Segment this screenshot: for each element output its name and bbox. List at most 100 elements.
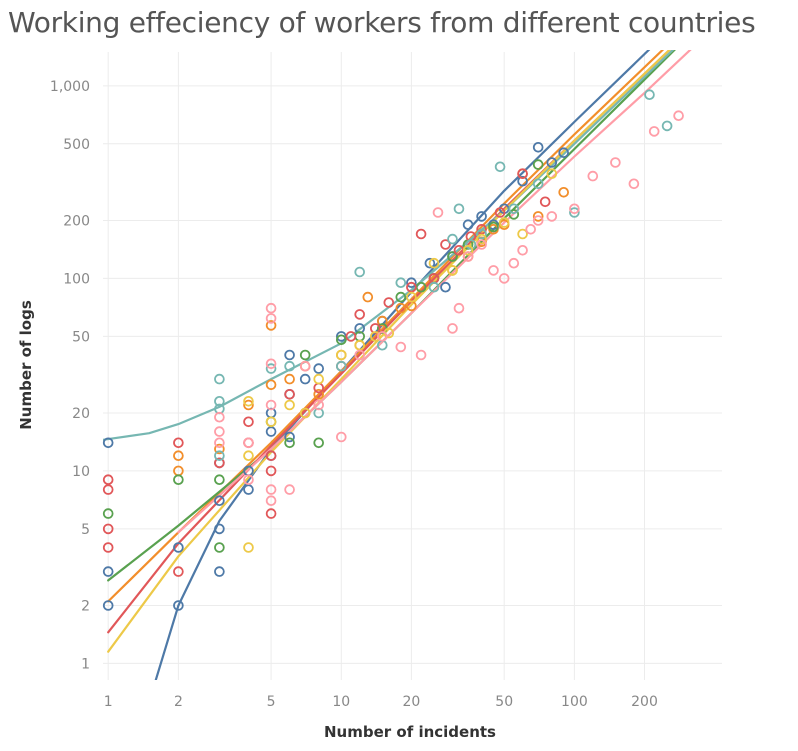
data-point <box>558 187 569 198</box>
data-point <box>354 309 366 320</box>
data-point <box>508 203 520 215</box>
data-point <box>265 302 277 314</box>
tick-labels: 1 2 5 10 20 50 100 200 1 2 5 10 20 50 100 200 500 1,000 <box>50 79 658 710</box>
data-point <box>214 474 225 486</box>
data-point <box>313 382 325 394</box>
data-point <box>335 349 347 361</box>
data-points <box>102 89 684 611</box>
x-tick-label: 200 <box>631 694 658 710</box>
x-tick-label: 100 <box>561 694 588 710</box>
data-point <box>354 349 366 361</box>
data-point <box>354 339 366 351</box>
data-point <box>661 120 673 132</box>
data-point <box>494 161 506 173</box>
y-tick-label: 10 <box>72 464 90 480</box>
x-tick-label: 2 <box>174 694 183 710</box>
data-point <box>265 416 277 428</box>
data-point <box>453 302 465 314</box>
data-point <box>265 484 277 495</box>
data-point <box>465 239 477 250</box>
data-point <box>354 266 366 278</box>
data-point <box>265 320 277 331</box>
data-point <box>532 211 544 222</box>
data-point <box>539 196 551 208</box>
data-point <box>406 291 417 303</box>
data-point <box>569 207 580 218</box>
data-point <box>546 168 558 180</box>
data-point <box>243 399 254 411</box>
data-point <box>284 437 295 449</box>
y-tick-label: 2 <box>81 599 90 615</box>
data-point <box>440 281 451 293</box>
data-point <box>395 302 407 314</box>
data-point <box>447 251 458 262</box>
data-point <box>569 203 580 215</box>
data-point <box>284 388 295 400</box>
y-tick-label: 5 <box>81 522 90 538</box>
data-point <box>214 437 225 449</box>
x-tick-label: 10 <box>332 694 350 710</box>
data-point <box>517 245 528 256</box>
data-point <box>415 281 427 293</box>
y-tick-label: 1,000 <box>50 79 90 95</box>
data-point <box>214 443 225 455</box>
data-point <box>243 395 254 407</box>
data-point <box>102 474 114 486</box>
data-point <box>462 219 474 231</box>
data-point <box>488 221 499 233</box>
data-point <box>214 411 225 423</box>
data-point <box>406 281 417 293</box>
data-point <box>587 170 599 182</box>
data-point <box>265 313 277 324</box>
data-point <box>313 363 325 374</box>
data-point <box>284 399 295 411</box>
data-point <box>546 157 558 168</box>
data-point <box>494 207 506 218</box>
data-point <box>313 437 325 449</box>
y-tick-label: 500 <box>63 137 90 153</box>
data-point <box>476 224 487 235</box>
data-point <box>265 450 277 462</box>
data-point <box>214 566 225 577</box>
data-point <box>383 297 395 308</box>
data-point <box>102 542 114 553</box>
data-point <box>299 360 311 372</box>
data-point <box>265 465 277 477</box>
data-point <box>610 157 621 168</box>
data-point <box>345 331 357 342</box>
data-point <box>243 437 254 449</box>
data-point <box>214 450 225 462</box>
data-point <box>447 233 458 245</box>
y-tick-label: 100 <box>63 271 90 287</box>
data-point <box>265 358 277 370</box>
data-point <box>428 257 440 269</box>
data-point <box>432 207 444 218</box>
data-point <box>462 251 474 262</box>
data-point <box>299 373 311 385</box>
data-point <box>243 484 254 495</box>
x-tick-label: 1 <box>104 694 113 710</box>
data-point <box>102 484 114 495</box>
data-point <box>284 360 295 372</box>
data-point <box>532 159 544 170</box>
data-point <box>476 228 487 240</box>
data-point <box>284 349 295 361</box>
data-point <box>335 334 347 346</box>
data-point <box>476 239 487 250</box>
y-tick-label: 200 <box>63 214 90 230</box>
data-point <box>406 277 417 289</box>
data-point <box>214 426 225 437</box>
data-point <box>243 542 254 553</box>
data-point <box>299 349 311 361</box>
data-point <box>313 388 325 400</box>
data-point <box>369 331 381 342</box>
data-point <box>517 228 528 240</box>
data-point <box>517 175 528 187</box>
y-axis-label: Number of logs <box>17 300 35 430</box>
chart-title: Working effeciency of workers from diffe… <box>8 6 756 39</box>
data-point <box>648 126 660 137</box>
trend-line <box>107 50 671 653</box>
data-point <box>265 508 277 519</box>
data-point <box>243 474 254 486</box>
